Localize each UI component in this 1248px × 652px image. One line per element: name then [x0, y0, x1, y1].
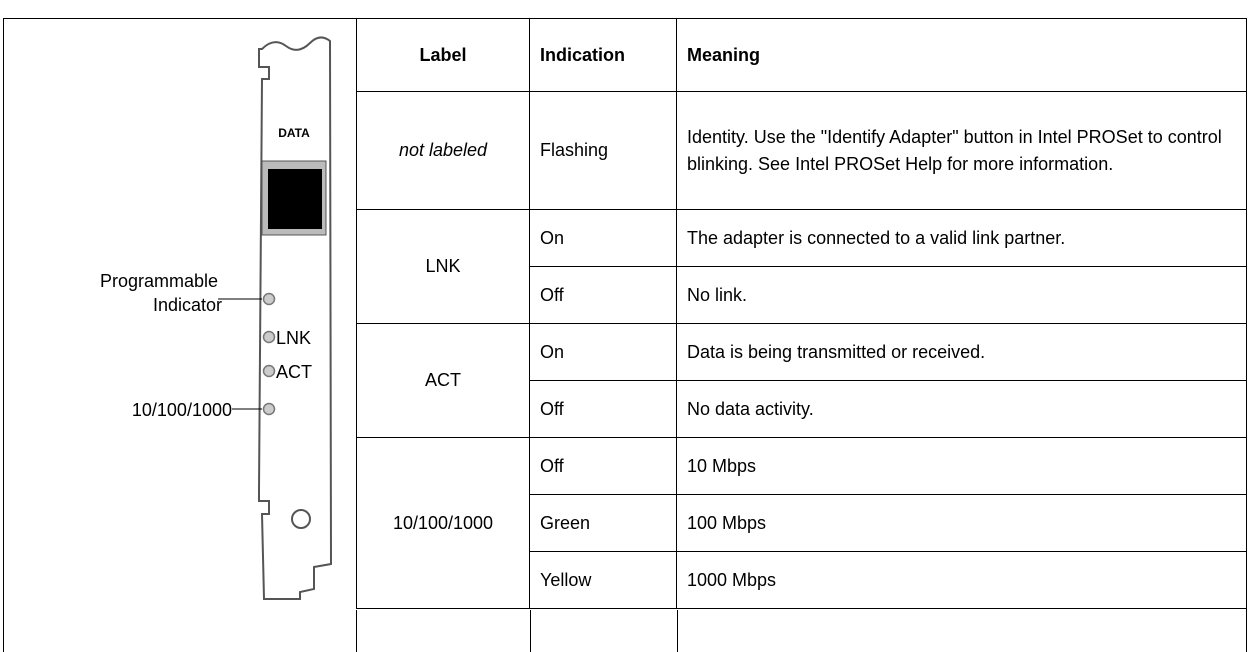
table-row: not labeled Flashing Identity. Use the "Id… — [356, 91, 1246, 210]
indication-cell: Green — [529, 494, 677, 552]
meaning-cell: No link. — [676, 266, 1246, 324]
port-jack — [268, 169, 322, 229]
header-row: Label Indication Meaning — [356, 19, 1246, 92]
led-table: Label Indication Meaning not labeled Flashin… — [356, 19, 1246, 609]
meaning-cell: The adapter is connected to a valid link… — [676, 209, 1246, 267]
table-row: LNK On The adapter is connected to a valid… — [356, 209, 1246, 324]
meaning-cell: 10 Mbps — [676, 437, 1246, 495]
indication-cell: Off — [529, 437, 677, 495]
meaning-cell: 1000 Mbps — [676, 551, 1246, 609]
table-row: ACT On Data is being transmitted or receiv… — [356, 323, 1246, 438]
table-row: Off No link. — [357, 266, 1246, 324]
indication-cell: On — [529, 209, 677, 267]
callout-text: Programmable — [100, 271, 218, 291]
port-label: DATA — [278, 126, 310, 140]
column-line — [356, 610, 357, 652]
table-row: 10/100/1000 Off 10 Mbps — [356, 437, 1246, 609]
indication-cell: Flashing — [529, 91, 677, 210]
label-cell: not labeled — [356, 91, 530, 210]
callout-text: Indicator — [153, 295, 222, 315]
adapter-figure: DATA LNK ACT Programmable Indicator 10/1… — [100, 36, 333, 600]
indication-cell: Yellow — [529, 551, 677, 609]
label-cell: ACT — [356, 323, 530, 438]
meaning-cell: Identity. Use the "Identify Adapter" but… — [676, 91, 1246, 210]
indication-cell: Off — [529, 380, 677, 438]
column-header: Meaning — [676, 19, 1246, 92]
column-header: Indication — [529, 19, 677, 92]
meaning-cell: Data is being transmitted or received. — [676, 323, 1246, 381]
callout-text: 10/100/1000 — [132, 400, 232, 420]
table-row: Green 100 Mbps — [357, 494, 1246, 552]
column-line — [676, 610, 678, 652]
meaning-cell: No data activity. — [676, 380, 1246, 438]
label-cell: LNK — [356, 209, 530, 324]
led-label: LNK — [276, 328, 311, 348]
label-cell: 10/100/1000 — [356, 437, 530, 609]
indication-cell: On — [529, 323, 677, 381]
document-frame: DATA LNK ACT Programmable Indicator 10/1… — [3, 18, 1247, 652]
indication-cell: Off — [529, 266, 677, 324]
table-row: Yellow 1000 Mbps — [357, 551, 1246, 609]
meaning-cell: 100 Mbps — [676, 494, 1246, 552]
led-label: ACT — [276, 362, 312, 382]
column-line — [529, 610, 531, 652]
column-header: Label — [356, 19, 530, 92]
